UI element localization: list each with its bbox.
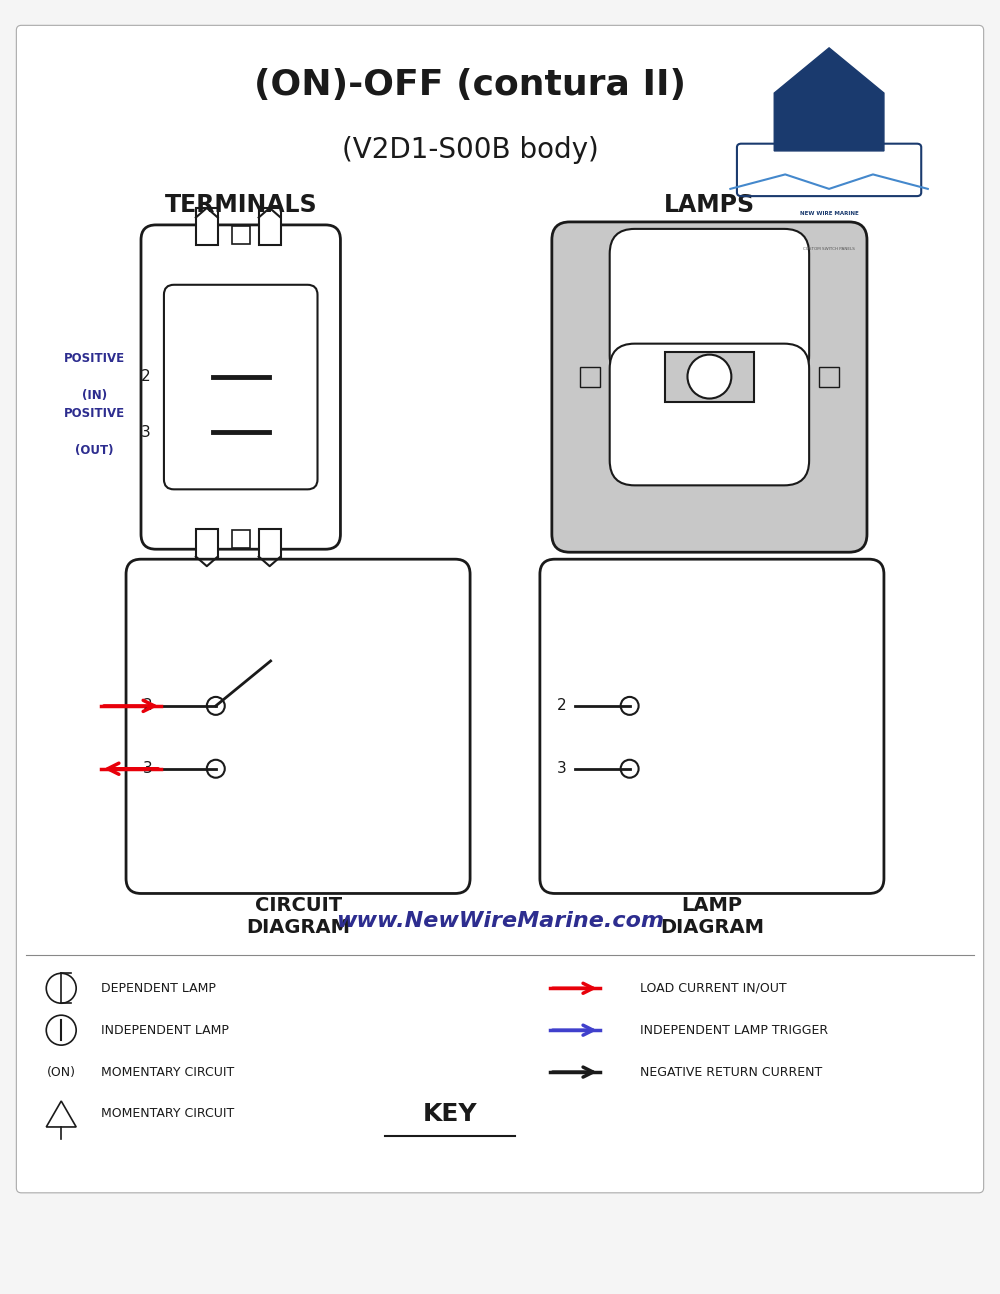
Bar — [259, 208, 281, 245]
Circle shape — [621, 697, 639, 714]
Text: 2: 2 — [143, 699, 153, 713]
Bar — [196, 529, 218, 567]
Text: LOAD CURRENT IN/OUT: LOAD CURRENT IN/OUT — [640, 982, 786, 995]
Bar — [665, 352, 754, 401]
Bar — [232, 226, 250, 243]
Text: 2: 2 — [141, 369, 151, 384]
Circle shape — [621, 760, 639, 778]
Text: DEPENDENT LAMP: DEPENDENT LAMP — [101, 982, 216, 995]
Text: POSITIVE: POSITIVE — [64, 352, 125, 365]
Text: MOMENTARY CIRCUIT: MOMENTARY CIRCUIT — [101, 1065, 234, 1079]
Bar — [580, 366, 600, 387]
Text: 3: 3 — [141, 424, 151, 440]
Text: 3: 3 — [143, 761, 153, 776]
Bar — [259, 529, 281, 567]
Bar — [819, 366, 839, 387]
Text: 2: 2 — [557, 699, 567, 713]
Text: CIRCUIT
DIAGRAM: CIRCUIT DIAGRAM — [246, 897, 350, 937]
Circle shape — [687, 355, 731, 399]
FancyBboxPatch shape — [540, 559, 884, 893]
FancyBboxPatch shape — [16, 26, 984, 1193]
FancyBboxPatch shape — [610, 229, 809, 380]
Text: TERMINALS: TERMINALS — [164, 193, 317, 217]
FancyBboxPatch shape — [610, 344, 809, 485]
FancyBboxPatch shape — [164, 285, 318, 489]
FancyBboxPatch shape — [552, 221, 867, 553]
Text: (ON): (ON) — [47, 1065, 76, 1079]
Bar — [232, 531, 250, 549]
Text: www.NewWireMarine.com: www.NewWireMarine.com — [336, 911, 664, 932]
FancyBboxPatch shape — [126, 559, 470, 893]
Text: INDEPENDENT LAMP TRIGGER: INDEPENDENT LAMP TRIGGER — [640, 1024, 828, 1036]
Text: 3: 3 — [557, 761, 567, 776]
Text: MOMENTARY CIRCUIT: MOMENTARY CIRCUIT — [101, 1108, 234, 1121]
Text: KEY: KEY — [423, 1102, 477, 1126]
Text: NEGATIVE RETURN CURRENT: NEGATIVE RETURN CURRENT — [640, 1065, 822, 1079]
Text: (V2D1-S00B body): (V2D1-S00B body) — [342, 136, 598, 164]
Bar — [196, 208, 218, 245]
Text: INDEPENDENT LAMP: INDEPENDENT LAMP — [101, 1024, 229, 1036]
Text: POSITIVE: POSITIVE — [64, 408, 125, 421]
Circle shape — [207, 760, 225, 778]
Text: (OUT): (OUT) — [75, 444, 113, 458]
Text: (IN): (IN) — [82, 388, 107, 401]
Text: (ON)-OFF (contura II): (ON)-OFF (contura II) — [254, 69, 686, 102]
Text: LAMPS: LAMPS — [664, 193, 755, 217]
Circle shape — [207, 697, 225, 714]
FancyBboxPatch shape — [141, 225, 340, 549]
Text: LAMP
DIAGRAM: LAMP DIAGRAM — [660, 897, 764, 937]
